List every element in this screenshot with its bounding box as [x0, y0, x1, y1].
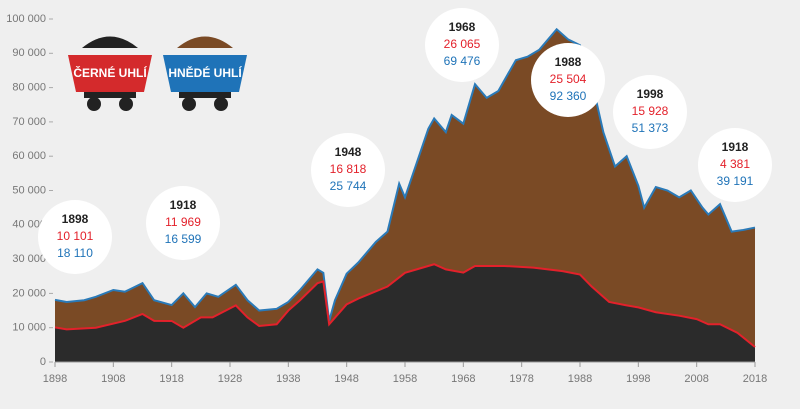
- wheel: [214, 97, 228, 111]
- bubble-brown: 25 744: [330, 179, 367, 193]
- bubble: 1898 10 101 18 110: [38, 200, 112, 274]
- bubble-black: 26 065: [444, 37, 481, 51]
- bubble-year: 1948: [335, 145, 362, 159]
- bubble-black: 16 818: [330, 162, 367, 176]
- bubble-black: 25 504: [550, 72, 587, 86]
- legend-label: HNĚDÉ UHLÍ: [168, 65, 242, 80]
- bubble: 1988 25 504 92 360: [531, 43, 605, 117]
- legend-cart-brown: HNĚDÉ UHLÍ: [163, 36, 247, 111]
- bubble-circle: [613, 75, 687, 149]
- bubble: 1918 11 969 16 599: [146, 186, 220, 260]
- bubble-brown: 92 360: [550, 89, 587, 103]
- y-tick-label: 80 000: [12, 82, 46, 94]
- x-tick-label: 1968: [451, 373, 475, 385]
- y-tick-label: 40 000: [12, 219, 46, 231]
- bubble-circle: [146, 186, 220, 260]
- bubble-black: 4 381: [720, 157, 750, 171]
- bubble-year: 1918: [722, 140, 749, 154]
- x-tick-label: 1918: [159, 373, 183, 385]
- bubble-circle: [311, 133, 385, 207]
- x-tick-label: 1988: [568, 373, 592, 385]
- x-tick-label: 2018: [743, 373, 767, 385]
- bubble-brown: 69 476: [444, 54, 481, 68]
- bubble-circle: [531, 43, 605, 117]
- x-tick-label: 1928: [218, 373, 242, 385]
- x-tick-label: 1998: [626, 373, 650, 385]
- coal-pile: [177, 36, 233, 48]
- bubble-circle: [38, 200, 112, 274]
- coal-pile: [82, 36, 138, 48]
- bubble-black: 11 969: [165, 215, 201, 229]
- x-tick-label: 1908: [101, 373, 125, 385]
- y-tick-label: 100 000: [6, 13, 46, 25]
- legend-label: ČERNÉ UHLÍ: [73, 65, 147, 80]
- y-tick-label: 0: [40, 356, 46, 368]
- line: [54, 27, 756, 322]
- y-tick-label: 20 000: [12, 287, 46, 299]
- wheel: [119, 97, 133, 111]
- wheel: [87, 97, 101, 111]
- y-tick-label: 10 000: [12, 322, 46, 334]
- legend-cart-black: ČERNÉ UHLÍ: [68, 36, 152, 111]
- bubble: 1918 4 381 39 191: [698, 128, 772, 202]
- x-tick-label: 1898: [43, 373, 67, 385]
- legend: ČERNÉ UHLÍ HNĚDÉ UHLÍ: [68, 36, 247, 111]
- x-tick-label: 1948: [334, 373, 358, 385]
- bubble-black: 15 928: [632, 104, 669, 118]
- y-tick-label: 70 000: [12, 116, 46, 128]
- cart: [163, 55, 247, 92]
- area: [55, 264, 755, 362]
- bubble: 1948 16 818 25 744: [311, 133, 385, 207]
- bubble-year: 1898: [62, 212, 89, 226]
- bubble-circle: [698, 128, 772, 202]
- cart-base: [84, 92, 136, 98]
- cart-base: [179, 92, 231, 98]
- y-tick-label: 90 000: [12, 47, 46, 59]
- bubble-brown: 18 110: [57, 246, 93, 260]
- y-tick-label: 60 000: [12, 150, 46, 162]
- bubble-brown: 16 599: [165, 232, 202, 246]
- x-tick-label: 1938: [276, 373, 300, 385]
- line: [54, 263, 756, 348]
- bubble-year: 1918: [170, 198, 197, 212]
- bubble-brown: 39 191: [717, 174, 754, 188]
- bubble-brown: 51 373: [632, 121, 669, 135]
- x-tick-label: 2008: [684, 373, 708, 385]
- cart: [68, 55, 152, 92]
- bubble-year: 1968: [449, 20, 476, 34]
- wheel: [182, 97, 196, 111]
- x-tick-label: 1958: [393, 373, 417, 385]
- bubble-year: 1998: [637, 87, 664, 101]
- y-tick-label: 50 000: [12, 184, 46, 196]
- bubble: 1998 15 928 51 373: [613, 75, 687, 149]
- bubble-black: 10 101: [57, 229, 94, 243]
- bubble-year: 1988: [555, 55, 582, 69]
- y-tick-label: 30 000: [12, 253, 46, 265]
- bubble: 1968 26 065 69 476: [425, 8, 499, 82]
- x-tick-label: 1978: [509, 373, 533, 385]
- bubble-circle: [425, 8, 499, 82]
